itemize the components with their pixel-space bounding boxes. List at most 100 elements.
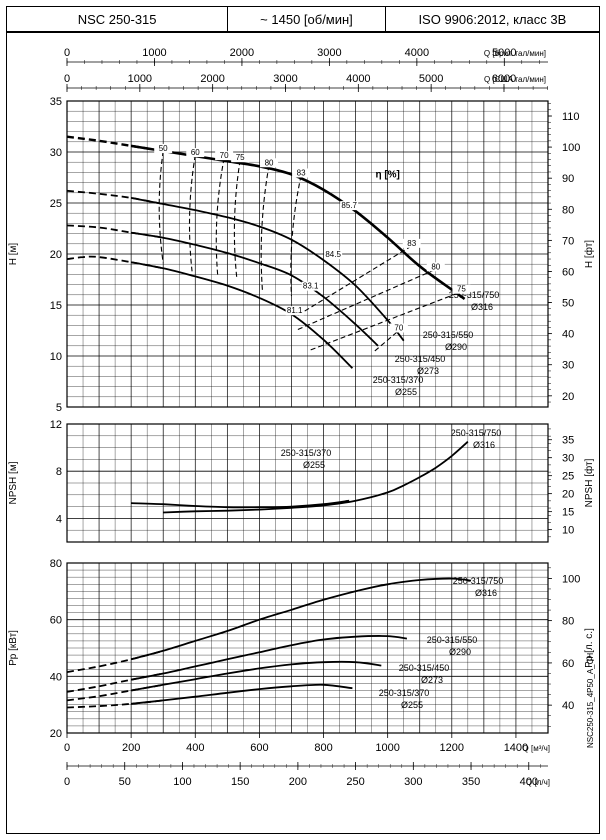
y-tick-label: 10: [50, 351, 62, 363]
efficiency-label: 75: [457, 285, 466, 294]
series-label: 250-315/750: [453, 576, 504, 586]
y-tick-label: 30: [50, 147, 62, 159]
y2-tick-label: 15: [562, 507, 574, 519]
y2-tick-label: 30: [562, 453, 574, 465]
series-label: 250-315/750: [451, 428, 502, 438]
x-tick-label: 400: [186, 742, 204, 754]
x2-tick-label: 50: [119, 776, 131, 788]
iso-label-bg: [301, 281, 320, 291]
efficiency-label: 85.7: [341, 201, 357, 210]
efficiency-label: 84.5: [325, 250, 341, 259]
curve-npsh-250-315-370: [131, 499, 350, 509]
curve-power-250-315-450: [130, 660, 382, 692]
curve-power-250-315-370: [131, 683, 353, 705]
x-tick-label: 800: [314, 742, 332, 754]
series-diameter: Ø290: [445, 342, 467, 352]
efficiency-isoline: [297, 268, 436, 330]
iso-label-bg: [215, 151, 234, 161]
y2-tick-label: 20: [562, 489, 574, 501]
y2-tick-label: 40: [562, 700, 574, 712]
speed-cell: ~ 1450 [об/мин]: [228, 7, 386, 31]
x2-tick-label: 400: [520, 776, 538, 788]
curve-head-250-315-450: [130, 231, 379, 347]
efficiency-isoline: [260, 165, 270, 293]
series-diameter: Ø316: [475, 588, 497, 598]
y2-axis-label: H [фт]: [583, 240, 595, 268]
y2-tick-label: 100: [562, 142, 580, 154]
series-diameter: Ø316: [473, 440, 495, 450]
top-axis-tick-label: 3000: [273, 73, 297, 85]
y2-tick-label: 60: [562, 266, 574, 278]
top-axis-tick-label: 2000: [200, 73, 224, 85]
curve-head-250-315-550: [130, 197, 405, 342]
series-label: 250-315/550: [423, 330, 474, 340]
series-diameter: Ø273: [417, 366, 439, 376]
y-tick-label: 12: [50, 419, 62, 431]
x-axis-label: Q [м³/ч]: [523, 744, 550, 753]
efficiency-isoline: [297, 245, 413, 316]
series-diameter: Ø255: [395, 387, 417, 397]
efficiency-isoline: [374, 330, 400, 352]
top-axis-tick-label: 4000: [405, 47, 429, 59]
x2-axis-label: Q [л/ч]: [526, 778, 550, 787]
y-axis-label: Pp [кВт]: [8, 630, 19, 666]
y-tick-label: 25: [50, 198, 62, 210]
x-tick-label: 1200: [440, 742, 464, 754]
efficiency-title: η [%]: [375, 170, 399, 181]
document-code: NSC250-315_4P50_A_CH: [586, 652, 595, 748]
plot-frame: [66, 100, 549, 408]
y2-tick-label: 20: [562, 391, 574, 403]
top-axis-tick-label: 5000: [419, 73, 443, 85]
curve-power-250-315-550: [130, 635, 408, 681]
x2-tick-label: 350: [462, 776, 480, 788]
y-tick-label: 20: [50, 249, 62, 261]
plot-frame: [66, 562, 549, 734]
iso-label-bg: [340, 201, 359, 211]
series-diameter: Ø273: [421, 675, 443, 685]
x-tick-label: 1000: [375, 742, 399, 754]
iso-label-bg: [260, 158, 279, 168]
y2-tick-label: 35: [562, 435, 574, 447]
efficiency-isoline: [158, 150, 164, 264]
x-tick-label: 0: [64, 742, 70, 754]
y-tick-label: 35: [50, 96, 62, 108]
y-tick-label: 15: [50, 300, 62, 312]
y2-tick-label: 50: [562, 298, 574, 310]
y-tick-label: 5: [56, 402, 62, 414]
y-axis-label: H [м]: [8, 243, 19, 266]
x2-tick-label: 200: [289, 776, 307, 788]
iso-label-bg: [186, 148, 205, 158]
iso-label-bg: [154, 143, 173, 153]
top-axis-tick-label: 6000: [492, 73, 516, 85]
efficiency-label: 81.1: [287, 306, 303, 315]
y2-tick-label: 60: [562, 658, 574, 670]
x2-tick-label: 300: [404, 776, 422, 788]
iso-label-bg: [426, 262, 445, 272]
iso-label-bg: [285, 306, 304, 316]
efficiency-label: 70: [220, 151, 229, 160]
series-diameter: Ø255: [303, 460, 325, 470]
y2-tick-label: 80: [562, 204, 574, 216]
series-diameter: Ø290: [449, 647, 471, 657]
top-axis-tick-label: 4000: [346, 73, 370, 85]
top-axis-tick-label: 0: [64, 73, 70, 85]
series-label: 250-315/550: [427, 635, 478, 645]
iso-label-bg: [452, 284, 471, 294]
top-axis-tick-label: 1000: [142, 47, 166, 59]
x-tick-label: 200: [122, 742, 140, 754]
series-label: 250-315/370: [379, 688, 430, 698]
iso-label-bg: [389, 323, 408, 333]
iso-label-bg: [231, 153, 250, 163]
top-axis-tick-label: 3000: [317, 47, 341, 59]
top-axis-label: Q [брит. гал/мин]: [484, 49, 546, 58]
series-label: 250-315/450: [395, 354, 446, 364]
top-axis-tick-label: 5000: [492, 47, 516, 59]
y-tick-label: 60: [50, 615, 62, 627]
y2-tick-label: 40: [562, 329, 574, 341]
y2-tick-label: 110: [562, 111, 580, 123]
y-tick-label: 4: [56, 513, 62, 525]
efficiency-label: 70: [394, 324, 403, 333]
panel-head: [66, 100, 552, 408]
efficiency-label: 80: [265, 158, 274, 167]
